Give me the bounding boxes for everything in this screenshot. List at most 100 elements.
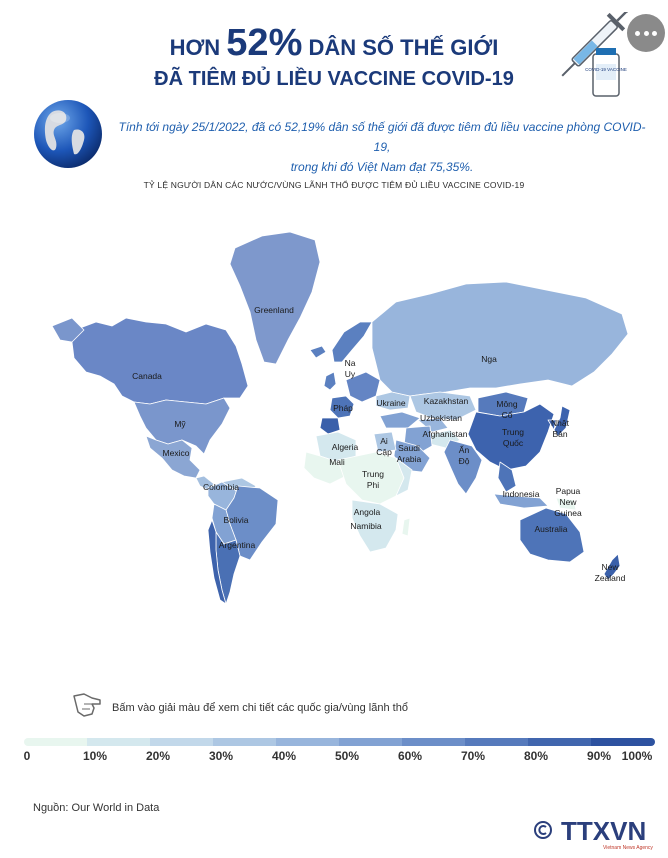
legend-segment[interactable]: [465, 738, 529, 746]
country-east-africa[interactable]: [395, 457, 413, 497]
legend-segment[interactable]: [213, 738, 277, 746]
map-title: TỶ LỆ NGƯỜI DÂN CÁC NƯỚC/VÙNG LÃNH THỔ Đ…: [143, 180, 525, 190]
label-russia: Nga: [481, 354, 497, 364]
country-korea[interactable]: [547, 419, 557, 431]
legend-segment[interactable]: [24, 738, 88, 746]
label-egypt-1: Ai: [380, 436, 388, 446]
country-greenland[interactable]: [229, 231, 321, 365]
label-png-2: New: [559, 497, 577, 507]
label-china-1: Trung: [502, 427, 524, 437]
dot-icon: [652, 31, 657, 36]
world-map: Greenland Canada Mỹ Mexico Colombia Boli…: [51, 231, 629, 605]
country-alaska[interactable]: [51, 317, 85, 343]
country-southern-africa[interactable]: [351, 499, 399, 553]
country-canada[interactable]: [71, 317, 249, 405]
legend-segment[interactable]: [528, 738, 592, 746]
country-australia[interactable]: [519, 507, 585, 563]
country-brazil[interactable]: [225, 485, 279, 561]
legend-tick-label: 20%: [145, 749, 171, 763]
country-west-africa[interactable]: [303, 451, 347, 485]
country-uk[interactable]: [323, 371, 337, 391]
label-namibia: Namibia: [350, 521, 381, 531]
label-mexico: Mexico: [163, 448, 190, 458]
country-spain[interactable]: [319, 417, 341, 435]
dot-icon: [635, 31, 640, 36]
pointing-hand-icon: [73, 693, 101, 717]
label-china-2: Quốc: [503, 438, 524, 448]
logo-subtitle: Vietnam News Agency: [603, 845, 653, 851]
label-bolivia: Bolivia: [223, 515, 248, 525]
title-suffix: DÂN SỐ THẾ GIỚI: [308, 35, 499, 60]
country-new-zealand[interactable]: [603, 553, 621, 581]
vaccine-syringe-icon: COVID-19 VACCINE: [561, 12, 628, 97]
country-vietnam-sea[interactable]: [497, 461, 517, 493]
legend-tick-label: 30%: [208, 749, 234, 763]
label-australia: Australia: [534, 524, 567, 534]
title-line-2: ĐÃ TIÊM ĐỦ LIỀU VACCINE COVID-19: [154, 68, 514, 90]
legend-tick-label: 60%: [397, 749, 423, 763]
label-uzbekistan: Uzbekistan: [420, 413, 462, 423]
country-turkey[interactable]: [379, 411, 421, 429]
label-saudi-1: Saudi: [398, 443, 420, 453]
legend-segment[interactable]: [276, 738, 340, 746]
country-kazakhstan[interactable]: [409, 391, 477, 421]
label-afghanistan: Afghanistan: [423, 429, 468, 439]
label-egypt-2: Cập: [376, 447, 392, 457]
country-mexico[interactable]: [145, 435, 201, 479]
country-indonesia[interactable]: [493, 493, 549, 509]
label-norway-2: Uy: [345, 369, 356, 379]
label-png-1: Papua: [556, 486, 581, 496]
country-india[interactable]: [443, 439, 483, 495]
label-mongolia-2: Cổ: [502, 410, 513, 420]
title-percentage: 52%: [226, 22, 303, 64]
intro-text: Tính tới ngày 25/1/2022, đã có 52,19% dâ…: [112, 117, 652, 177]
title-prefix: HƠN: [169, 35, 221, 60]
legend-color-bar[interactable]: [24, 738, 655, 746]
label-japan-1: Nhật: [551, 418, 570, 428]
label-argentina: Argentina: [219, 540, 256, 550]
label-india-2: Độ: [459, 456, 470, 466]
country-chile[interactable]: [207, 519, 227, 605]
label-greenland: Greenland: [254, 305, 294, 315]
country-japan[interactable]: [553, 405, 571, 437]
country-iceland[interactable]: [309, 345, 327, 359]
legend-tick-label: 40%: [271, 749, 297, 763]
label-car-2: Phi: [367, 480, 379, 490]
legend-segment[interactable]: [87, 738, 151, 746]
country-egypt[interactable]: [373, 431, 397, 453]
intro-line-2: trong khi đó Việt Nam đạt 75,35%.: [290, 160, 474, 174]
label-colombia: Colombia: [203, 482, 239, 492]
country-norway[interactable]: [331, 321, 373, 363]
legend-segment[interactable]: [339, 738, 403, 746]
legend-segment[interactable]: [150, 738, 214, 746]
legend-segment[interactable]: [402, 738, 466, 746]
country-russia[interactable]: [371, 281, 629, 397]
globe-icon: [34, 100, 102, 168]
country-madagascar[interactable]: [401, 517, 411, 537]
logo-wordmark: TTXVN: [561, 818, 646, 846]
label-car-1: Trung: [362, 469, 384, 479]
title-line-1: HƠN 52% DÂN SỐ THẾ GIỚI: [0, 22, 668, 65]
more-options-button[interactable]: [627, 14, 665, 52]
country-china[interactable]: [467, 403, 555, 471]
country-usa[interactable]: [133, 397, 231, 455]
legend-segment[interactable]: [591, 738, 655, 746]
legend-tick-label: 70%: [460, 749, 486, 763]
intro-line-1: Tính tới ngày 25/1/2022, đã có 52,19% dâ…: [118, 120, 646, 154]
country-papua-new-guinea[interactable]: [555, 497, 577, 511]
label-canada: Canada: [132, 371, 162, 381]
ttxvn-logo: TTXVN Vietnam News Agency: [534, 818, 653, 851]
legend-tick-label: 50%: [334, 749, 360, 763]
label-algeria: Algeria: [332, 442, 359, 452]
country-france[interactable]: [329, 395, 355, 419]
legend-tick-label: 100%: [621, 749, 653, 763]
label-india-1: Ấn: [459, 445, 470, 455]
label-mali: Mali: [329, 457, 345, 467]
legend-hint-text: Bấm vào giải màu để xem chi tiết các quố…: [112, 702, 408, 714]
label-png-3: Guinea: [554, 508, 582, 518]
label-france: Pháp: [333, 403, 353, 413]
label-norway-1: Na: [345, 358, 356, 368]
legend-tick-label: 0: [23, 749, 31, 763]
label-indonesia: Indonesia: [503, 489, 540, 499]
vial-label: COVID-19 VACCINE: [585, 67, 627, 72]
